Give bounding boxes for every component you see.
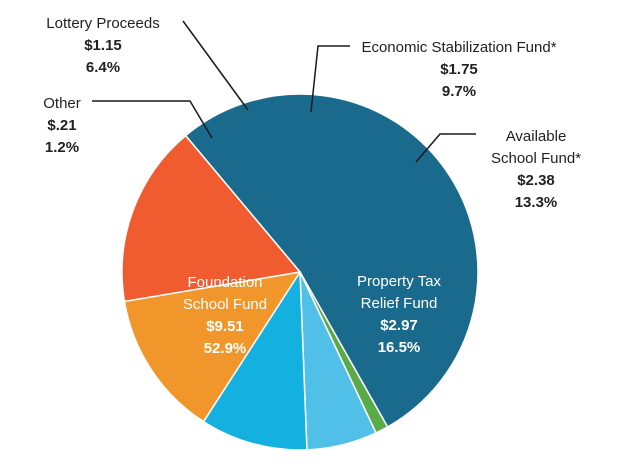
lottery-proceeds-percent-label: 6.4% [86, 59, 120, 76]
economic-stabilization-fund-value-label: $1.75 [440, 61, 478, 78]
property-tax-relief-fund-percent-label: 16.5% [378, 339, 421, 356]
available-school-fund-name-label: School Fund* [491, 150, 581, 167]
lottery-proceeds-name-label: Lottery Proceeds [46, 15, 159, 32]
pie-slices [121, 93, 479, 451]
foundation-school-fund-value-label: $9.51 [206, 318, 244, 335]
slice-property-tax-relief-fund [121, 134, 301, 303]
leader-line-economic-stabilization-fund [310, 45, 350, 113]
leader-line-available-school-fund [415, 133, 476, 163]
other-name-label: Other [43, 95, 81, 112]
lottery-proceeds-value-label: $1.15 [84, 37, 122, 54]
available-school-fund-percent-label: 13.3% [515, 194, 558, 211]
slice-labels: Foundation School Fund $9.51 52.9% Other $.21… [43, 15, 581, 357]
leader-lines [92, 20, 476, 163]
property-tax-relief-fund-name-label: Property Tax [357, 273, 441, 290]
foundation-school-fund-percent-label: 52.9% [204, 340, 247, 357]
other-percent-label: 1.2% [45, 139, 79, 156]
available-school-fund-value-label: $2.38 [517, 172, 555, 189]
leader-line-other [92, 100, 213, 139]
economic-stabilization-fund-name-label: Economic Stabilization Fund* [361, 39, 556, 56]
property-tax-relief-fund-name-label: Relief Fund [361, 295, 438, 312]
slice-economic-stabilization-fund [202, 271, 308, 451]
slice-available-school-fund [123, 271, 301, 423]
property-tax-relief-fund-value-label: $2.97 [380, 317, 418, 334]
slice-foundation-school-fund [184, 93, 479, 428]
foundation-school-fund-name-label: Foundation [187, 274, 262, 291]
economic-stabilization-fund-percent-label: 9.7% [442, 83, 476, 100]
foundation-school-fund-name-label: School Fund [183, 296, 267, 313]
available-school-fund-name-label: Available [506, 128, 567, 145]
other-value-label: $.21 [47, 117, 76, 134]
leader-line-lottery-proceeds [182, 20, 249, 111]
